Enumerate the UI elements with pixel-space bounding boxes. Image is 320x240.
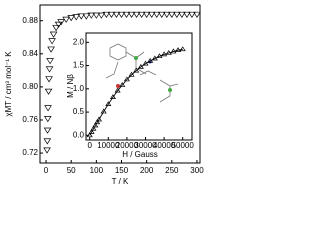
marker (48, 38, 56, 45)
marker (117, 11, 126, 18)
marker (137, 11, 146, 18)
marker (178, 11, 186, 18)
marker (102, 11, 111, 18)
marker (54, 21, 63, 28)
marker (44, 105, 52, 112)
marker (49, 31, 58, 38)
marker (188, 11, 196, 18)
marker (162, 11, 171, 18)
marker (105, 101, 112, 106)
x-tick-label: 20000 (116, 141, 139, 150)
marker (95, 116, 103, 122)
marker (173, 11, 181, 18)
x-tick-label: 50000 (172, 141, 195, 150)
marker (45, 76, 53, 83)
marker (72, 14, 81, 21)
marker (107, 11, 116, 18)
marker (86, 132, 93, 138)
marker (127, 11, 136, 18)
marker (52, 25, 60, 32)
molecule-structure (105, 43, 179, 103)
marker (57, 19, 65, 26)
marker (132, 11, 141, 18)
marker (90, 125, 97, 131)
bonds (105, 61, 179, 103)
marker (183, 11, 191, 18)
marker (92, 122, 99, 128)
x-tick-label: 30000 (134, 141, 157, 150)
plot-frame (39, 4, 201, 164)
inset-x-axis-title: H / Gauss (122, 150, 158, 159)
marker (114, 87, 121, 93)
marker (62, 16, 70, 23)
atom (134, 56, 138, 60)
marker (87, 12, 96, 19)
x-tick-label: 100 (90, 166, 104, 175)
marker (167, 11, 176, 18)
marker (97, 12, 106, 19)
marker (43, 116, 52, 123)
x-tick-label: 50 (67, 166, 76, 175)
atom (168, 88, 172, 92)
marker (44, 88, 53, 95)
x-tick-label: 0 (44, 166, 49, 175)
marker (45, 66, 54, 73)
marker (112, 11, 121, 18)
inset-frame (85, 32, 193, 141)
y-tick-label: 0.76 (22, 115, 38, 124)
x-tick-label: 40000 (153, 141, 176, 150)
marker (88, 129, 95, 134)
marker (43, 138, 52, 145)
marker (46, 58, 54, 65)
x-tick-label: 10000 (97, 141, 120, 150)
marker (122, 11, 131, 18)
chart: T / K χMT / cm³ mol⁻¹ K H / Gauss M / Nβ… (4, 4, 204, 186)
marker (43, 147, 51, 154)
marker (119, 82, 126, 87)
x-tick-label: 300 (190, 166, 204, 175)
marker (147, 11, 156, 18)
y-tick-label: 1.5 (73, 61, 85, 70)
x-tick-label: 250 (165, 166, 179, 175)
marker (123, 76, 130, 82)
marker (152, 11, 161, 18)
marker (179, 46, 186, 52)
y-tick-label: 1.0 (73, 84, 85, 93)
x-tick-label: 0 (87, 141, 92, 150)
y-tick-label: 0.0 (73, 130, 85, 139)
y-tick-label: 0.5 (73, 107, 85, 116)
marker (94, 119, 101, 125)
y-tick-label: 2.0 (73, 37, 85, 46)
y-axis-title: χMT / cm³ mol⁻¹ K (4, 51, 13, 117)
marker (142, 11, 151, 18)
marker (193, 11, 201, 18)
bonds (109, 43, 157, 76)
marker (109, 94, 116, 99)
x-tick-label: 150 (115, 166, 129, 175)
marker (82, 13, 91, 20)
y-tick-label: 0.84 (22, 49, 38, 58)
marker (77, 13, 86, 20)
marker (100, 108, 107, 114)
y-tick-label: 0.88 (22, 16, 38, 25)
x-tick-label: 200 (140, 166, 154, 175)
marker (92, 12, 101, 19)
y-tick-label: 0.80 (22, 82, 38, 91)
marker (47, 46, 55, 53)
fit-line (89, 48, 183, 136)
marker (157, 11, 166, 18)
atom (116, 84, 120, 88)
y-tick-label: 0.72 (22, 148, 38, 157)
marker (43, 127, 52, 134)
inset-y-axis-title: M / Nβ (66, 74, 75, 98)
marker (67, 15, 76, 22)
x-axis-title: T / K (112, 177, 129, 186)
